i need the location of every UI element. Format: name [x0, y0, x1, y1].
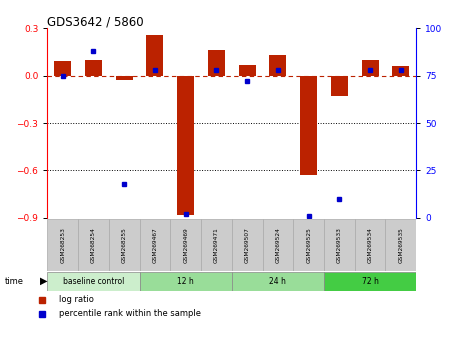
Text: GSM268253: GSM268253 [60, 227, 65, 263]
Text: log ratio: log ratio [59, 295, 94, 304]
Bar [393, 66, 409, 76]
Bar [355, 219, 385, 271]
Bar [177, 76, 194, 215]
Text: GSM269467: GSM269467 [152, 227, 158, 263]
Text: GSM269471: GSM269471 [214, 227, 219, 263]
Bar [78, 219, 109, 271]
Text: time: time [5, 277, 24, 286]
Bar [300, 76, 317, 175]
Bar [293, 219, 324, 271]
Bar [147, 35, 163, 76]
Text: baseline control: baseline control [63, 277, 124, 286]
Bar [239, 65, 255, 76]
Bar [109, 219, 140, 271]
Bar [362, 60, 378, 76]
Text: 12 h: 12 h [177, 277, 194, 286]
Bar [170, 219, 201, 271]
Bar [116, 76, 132, 80]
Bar [47, 272, 140, 291]
Bar [208, 50, 225, 76]
Bar [232, 219, 263, 271]
Text: GSM269507: GSM269507 [245, 227, 250, 263]
Bar [385, 219, 416, 271]
Text: GSM269535: GSM269535 [398, 227, 403, 263]
Text: GSM269534: GSM269534 [368, 227, 373, 263]
Text: GSM268254: GSM268254 [91, 227, 96, 263]
Bar [270, 55, 286, 76]
Text: GSM268255: GSM268255 [122, 227, 127, 263]
Bar [232, 272, 324, 291]
Text: ▶: ▶ [40, 276, 48, 286]
Bar [140, 272, 232, 291]
Text: GSM269533: GSM269533 [337, 227, 342, 263]
Bar [47, 219, 78, 271]
Text: GSM269525: GSM269525 [306, 227, 311, 263]
Bar [263, 219, 293, 271]
Text: 24 h: 24 h [270, 277, 286, 286]
Bar [201, 219, 232, 271]
Text: GSM269524: GSM269524 [275, 227, 280, 263]
Text: percentile rank within the sample: percentile rank within the sample [59, 309, 201, 319]
Bar [85, 60, 102, 76]
Bar [324, 272, 416, 291]
Bar [331, 76, 348, 96]
Bar [140, 219, 170, 271]
Bar [54, 62, 71, 76]
Text: GDS3642 / 5860: GDS3642 / 5860 [47, 15, 144, 28]
Text: 72 h: 72 h [362, 277, 378, 286]
Text: GSM269469: GSM269469 [183, 227, 188, 263]
Bar [324, 219, 355, 271]
